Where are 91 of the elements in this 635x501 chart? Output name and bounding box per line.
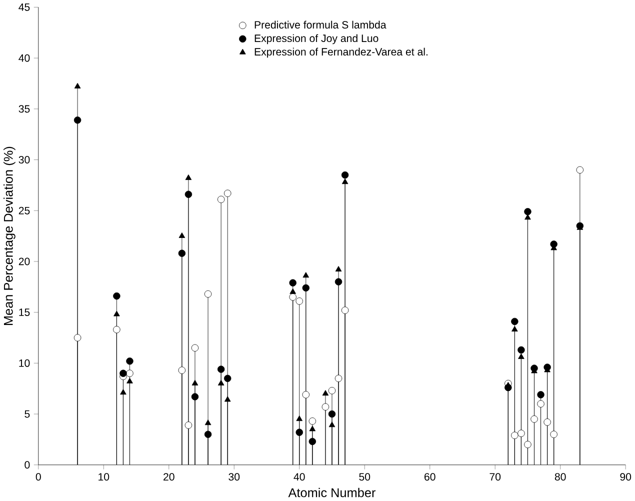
legend-label: Predictive formula S lambda	[254, 20, 386, 29]
point	[537, 391, 544, 398]
point	[204, 430, 212, 438]
point	[178, 232, 186, 238]
point	[224, 396, 231, 402]
point	[335, 266, 342, 272]
x-tick-label: 0	[36, 473, 41, 481]
point	[74, 334, 82, 342]
point	[524, 208, 532, 216]
point	[550, 430, 558, 438]
point	[114, 310, 120, 316]
point	[328, 387, 336, 394]
point	[178, 250, 186, 258]
point	[191, 344, 199, 352]
point	[302, 284, 310, 292]
x-tick-label: 30	[228, 473, 240, 481]
point	[302, 272, 310, 278]
y-tick-label: 20	[18, 258, 30, 266]
x-tick-label: 60	[424, 473, 436, 481]
point	[518, 430, 525, 438]
point	[296, 428, 303, 436]
point	[530, 416, 538, 423]
legend-label: Expression of Joy and Luo	[254, 34, 378, 44]
point	[524, 441, 532, 448]
x-tick-label: 10	[98, 473, 110, 481]
point	[120, 389, 126, 395]
point	[309, 426, 316, 432]
point	[511, 318, 518, 326]
y-tick-label: 25	[18, 207, 30, 214]
point	[328, 410, 336, 418]
point	[342, 178, 348, 184]
y-axis-title: Mean Percentage Deviation (%)	[4, 147, 16, 326]
point	[289, 294, 296, 301]
point	[192, 380, 198, 386]
point	[576, 166, 584, 174]
point	[126, 370, 134, 378]
point	[334, 278, 342, 286]
point	[328, 422, 336, 428]
y-tick-label: 30	[18, 156, 30, 164]
point	[224, 374, 232, 382]
point	[341, 306, 349, 314]
x-tick-label: 40	[294, 473, 305, 481]
point	[341, 172, 349, 179]
point	[217, 366, 225, 374]
point	[113, 292, 120, 300]
point	[126, 358, 134, 365]
point	[204, 290, 212, 298]
point	[184, 190, 192, 198]
point	[126, 378, 133, 384]
point	[302, 391, 310, 398]
point	[296, 416, 303, 422]
point	[296, 298, 303, 305]
point	[113, 326, 120, 334]
point	[322, 390, 329, 396]
y-tick-label: 5	[24, 410, 30, 418]
point	[218, 380, 224, 386]
legend-label: Expression of Fernandez-Varea et al.	[254, 48, 428, 58]
point	[322, 403, 330, 411]
point	[217, 196, 225, 204]
x-tick-label: 90	[620, 473, 632, 481]
point	[74, 116, 82, 124]
y-tick-label: 40	[18, 54, 30, 62]
point	[74, 83, 81, 89]
point	[518, 346, 525, 354]
x-tick-label: 70	[490, 473, 501, 481]
y-tick-label: 45	[18, 4, 30, 12]
point	[537, 400, 544, 408]
x-tick-label: 50	[359, 473, 370, 481]
point	[511, 432, 518, 440]
point	[512, 326, 518, 332]
point	[184, 422, 192, 429]
point	[224, 190, 232, 198]
y-tick-label: 15	[19, 308, 30, 316]
point	[518, 354, 524, 360]
point	[120, 370, 127, 378]
point	[178, 366, 186, 374]
x-tick-label: 20	[164, 473, 174, 481]
y-tick-label: 35	[18, 105, 30, 113]
point	[290, 288, 296, 294]
x-tick-label: 80	[554, 473, 566, 481]
point	[191, 393, 199, 400]
x-axis-title: Atomic Number	[288, 488, 376, 498]
point	[289, 279, 296, 287]
point	[308, 438, 316, 446]
point	[308, 418, 316, 425]
y-tick-label: 10	[19, 360, 30, 368]
y-tick-label: 0	[24, 461, 30, 469]
point	[544, 418, 551, 426]
point	[185, 174, 192, 180]
point	[204, 420, 212, 426]
point	[334, 374, 342, 382]
